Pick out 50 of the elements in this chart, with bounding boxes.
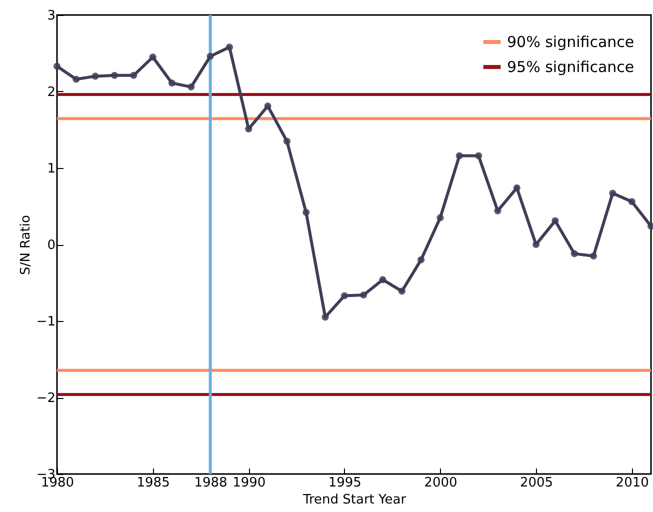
- point: [168, 80, 176, 87]
- y-tick-label: 1: [47, 162, 56, 176]
- point: [418, 256, 425, 264]
- legend-label: 90% significance: [507, 33, 634, 51]
- x-tick-label: 2005: [520, 476, 554, 490]
- point: [456, 152, 463, 160]
- point: [494, 207, 502, 214]
- point: [226, 44, 233, 51]
- point: [72, 76, 80, 83]
- point: [340, 292, 348, 300]
- point: [92, 72, 99, 80]
- x-tick-label: 2000: [424, 476, 458, 490]
- x-tick-label: 1980: [40, 476, 74, 490]
- point: [130, 72, 138, 79]
- y-tick-label: 3: [47, 8, 56, 24]
- point: [264, 102, 272, 110]
- y-tick-label: 0: [47, 238, 56, 253]
- point: [188, 83, 195, 90]
- y-tick-label: −1: [36, 314, 56, 330]
- y-tick-label: −2: [36, 391, 56, 406]
- y-axis-title: S/N Ratio: [18, 215, 34, 275]
- x-tick-label: 1995: [328, 476, 362, 490]
- point: [245, 125, 252, 133]
- point: [283, 138, 290, 145]
- point: [436, 214, 444, 222]
- point: [590, 252, 598, 260]
- legend-label: 95% significance: [507, 58, 634, 76]
- x-tick-label: 2010: [616, 476, 649, 490]
- point: [322, 314, 329, 321]
- point: [552, 217, 559, 224]
- point: [206, 52, 214, 60]
- x-tick-label: 1985: [136, 476, 170, 490]
- point: [628, 198, 636, 206]
- point: [398, 288, 406, 295]
- point: [302, 208, 310, 216]
- point: [379, 276, 386, 284]
- point: [570, 250, 578, 258]
- point: [532, 240, 540, 248]
- point: [475, 152, 482, 160]
- point: [647, 222, 653, 230]
- point: [513, 184, 520, 192]
- point: [110, 72, 118, 79]
- point: [609, 190, 616, 197]
- x-axis-title: Trend Start Year: [302, 492, 407, 508]
- point: [53, 62, 61, 70]
- x-tick-label: 1990: [232, 476, 266, 490]
- y-tick-label: 2: [47, 85, 56, 100]
- x-tick-label: 1988: [194, 476, 228, 490]
- point: [149, 54, 156, 61]
- point: [360, 291, 368, 299]
